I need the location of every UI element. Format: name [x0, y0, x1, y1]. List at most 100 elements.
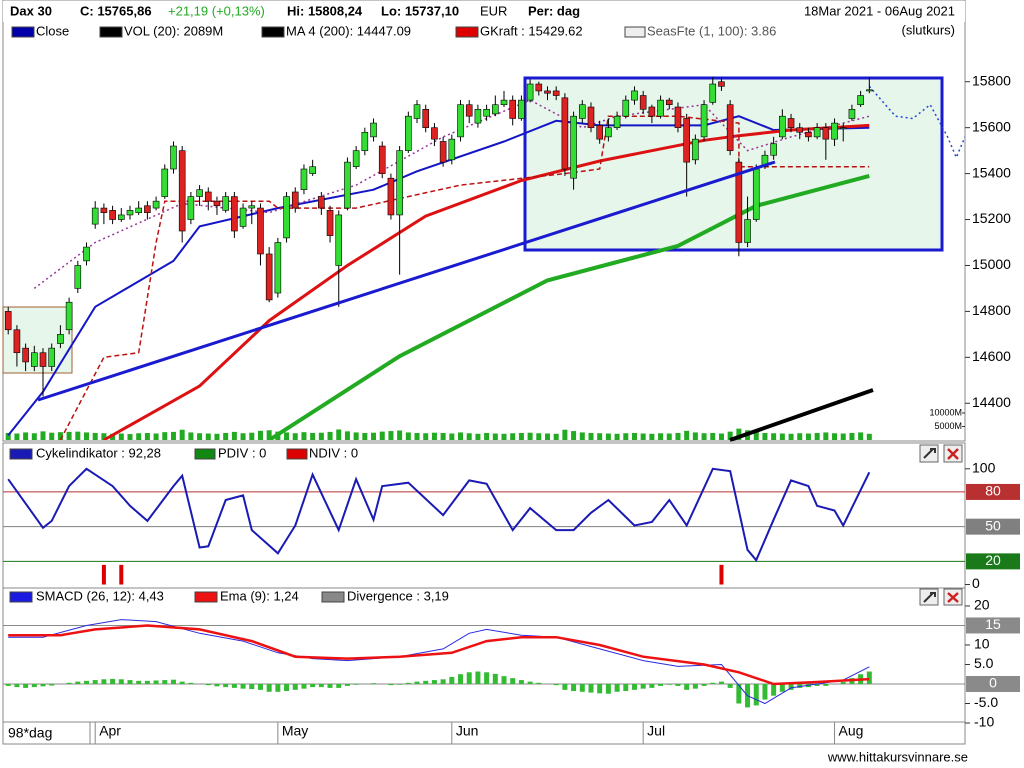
- volume-bar: [605, 433, 611, 440]
- volume-bar: [110, 433, 116, 440]
- indicator-line: [8, 619, 870, 705]
- volume-bar: [414, 432, 420, 440]
- histogram-bar: [371, 683, 377, 684]
- histogram-bar: [605, 683, 611, 694]
- candle-body: [613, 115, 621, 128]
- y-tick-label: 14800: [972, 302, 1011, 318]
- candle-body: [265, 253, 273, 301]
- legend-label: VOL (20): 2089M: [124, 23, 223, 38]
- histogram-bar: [31, 683, 37, 688]
- level-box: [966, 483, 1020, 500]
- volume-bar: [779, 433, 785, 440]
- legend: Close VOL (20): 2089M MA 4 (200): 14447.…: [11, 23, 776, 38]
- legend-swatch: [261, 26, 285, 38]
- histogram-bar: [301, 683, 307, 689]
- volume-bar: [449, 433, 455, 440]
- histogram-bar: [249, 683, 255, 690]
- histogram-bar: [788, 683, 794, 690]
- candle-body: [65, 301, 73, 331]
- period-label: 98*dag: [8, 725, 52, 741]
- histogram-bar: [536, 682, 542, 684]
- candle-body: [657, 99, 664, 117]
- symbol: Dax 30: [10, 3, 52, 18]
- volume-bar: [31, 433, 37, 440]
- volume-bar: [501, 433, 507, 440]
- x-tick-label: Apr: [99, 723, 121, 739]
- legend-swatch: [9, 591, 33, 603]
- candle-body: [500, 99, 508, 106]
- settings-icon: [923, 592, 936, 603]
- histogram-bar: [127, 680, 133, 684]
- histogram-bar: [118, 679, 124, 684]
- x-tick-label: Jun: [456, 723, 479, 739]
- histogram-bar: [440, 679, 446, 684]
- x-tick-label: Aug: [839, 723, 864, 739]
- candle-body: [352, 150, 360, 168]
- candle-body: [387, 177, 395, 216]
- histogram-bar: [23, 683, 29, 688]
- volume-bar: [75, 431, 81, 440]
- y-tick-label: 14400: [972, 394, 1011, 410]
- legend-label: SMACD (26, 12): 4,43: [36, 588, 164, 603]
- cycle-panel: [2, 442, 966, 589]
- volume-bar: [658, 433, 664, 440]
- histogram-bar: [814, 683, 820, 686]
- histogram-bar: [562, 683, 568, 690]
- volume-bar: [66, 431, 72, 440]
- histogram-bar: [840, 682, 846, 684]
- volume-bar: [823, 432, 829, 440]
- candle-body: [805, 131, 812, 138]
- high: Hi: 15808,24: [287, 3, 363, 18]
- candle-body: [544, 90, 551, 94]
- y-tick-label: 5.0: [974, 655, 994, 671]
- histogram-bar: [501, 676, 507, 684]
- volume-bar: [858, 432, 864, 440]
- volume-bar: [649, 433, 655, 440]
- legend-label: Ema (9): 1,24: [220, 588, 299, 603]
- legend-label: PDIV : 0: [218, 445, 266, 460]
- histogram-bar: [214, 683, 220, 687]
- x-tick-label: May: [282, 723, 308, 739]
- candle-body: [22, 347, 29, 363]
- histogram-bar: [75, 681, 81, 684]
- volume-bar: [866, 433, 872, 440]
- candle-body: [744, 219, 751, 243]
- candle-body: [492, 104, 499, 115]
- signal-bar: [101, 564, 106, 585]
- histogram-bar: [388, 683, 394, 686]
- volume-bar: [92, 432, 98, 440]
- volume-bar: [249, 432, 255, 440]
- y-tick-label: 14600: [972, 348, 1011, 364]
- candle-body: [248, 205, 256, 209]
- candle-body: [700, 104, 708, 138]
- volume-bar: [832, 433, 838, 440]
- candle-body: [213, 200, 221, 207]
- histogram-bar: [484, 672, 490, 684]
- candle-body: [378, 145, 386, 174]
- candle-body: [405, 115, 412, 151]
- candle-body: [422, 109, 430, 128]
- candle-body: [735, 161, 743, 243]
- candle-body: [83, 246, 90, 262]
- volume-bar: [475, 433, 481, 440]
- legend-swatch: [455, 26, 479, 38]
- candle-body: [283, 196, 290, 239]
- histogram-bar: [640, 683, 646, 689]
- volume-bar: [527, 432, 533, 440]
- volume-bar: [692, 432, 698, 440]
- volume-bar: [223, 432, 229, 440]
- volume-bar: [562, 429, 568, 440]
- legend-swatch: [321, 591, 345, 603]
- candle-body: [300, 168, 308, 190]
- volume-bar: [127, 434, 133, 440]
- candle-body: [144, 205, 151, 213]
- plot-layer: [3, 467, 965, 585]
- histogram-bar: [397, 683, 403, 685]
- legend-label: Close: [36, 23, 69, 38]
- volume-bar: [484, 432, 490, 440]
- histogram-bar: [266, 683, 272, 692]
- candle-body: [848, 109, 856, 119]
- candle-body: [552, 90, 560, 96]
- volume-bar: [518, 432, 524, 440]
